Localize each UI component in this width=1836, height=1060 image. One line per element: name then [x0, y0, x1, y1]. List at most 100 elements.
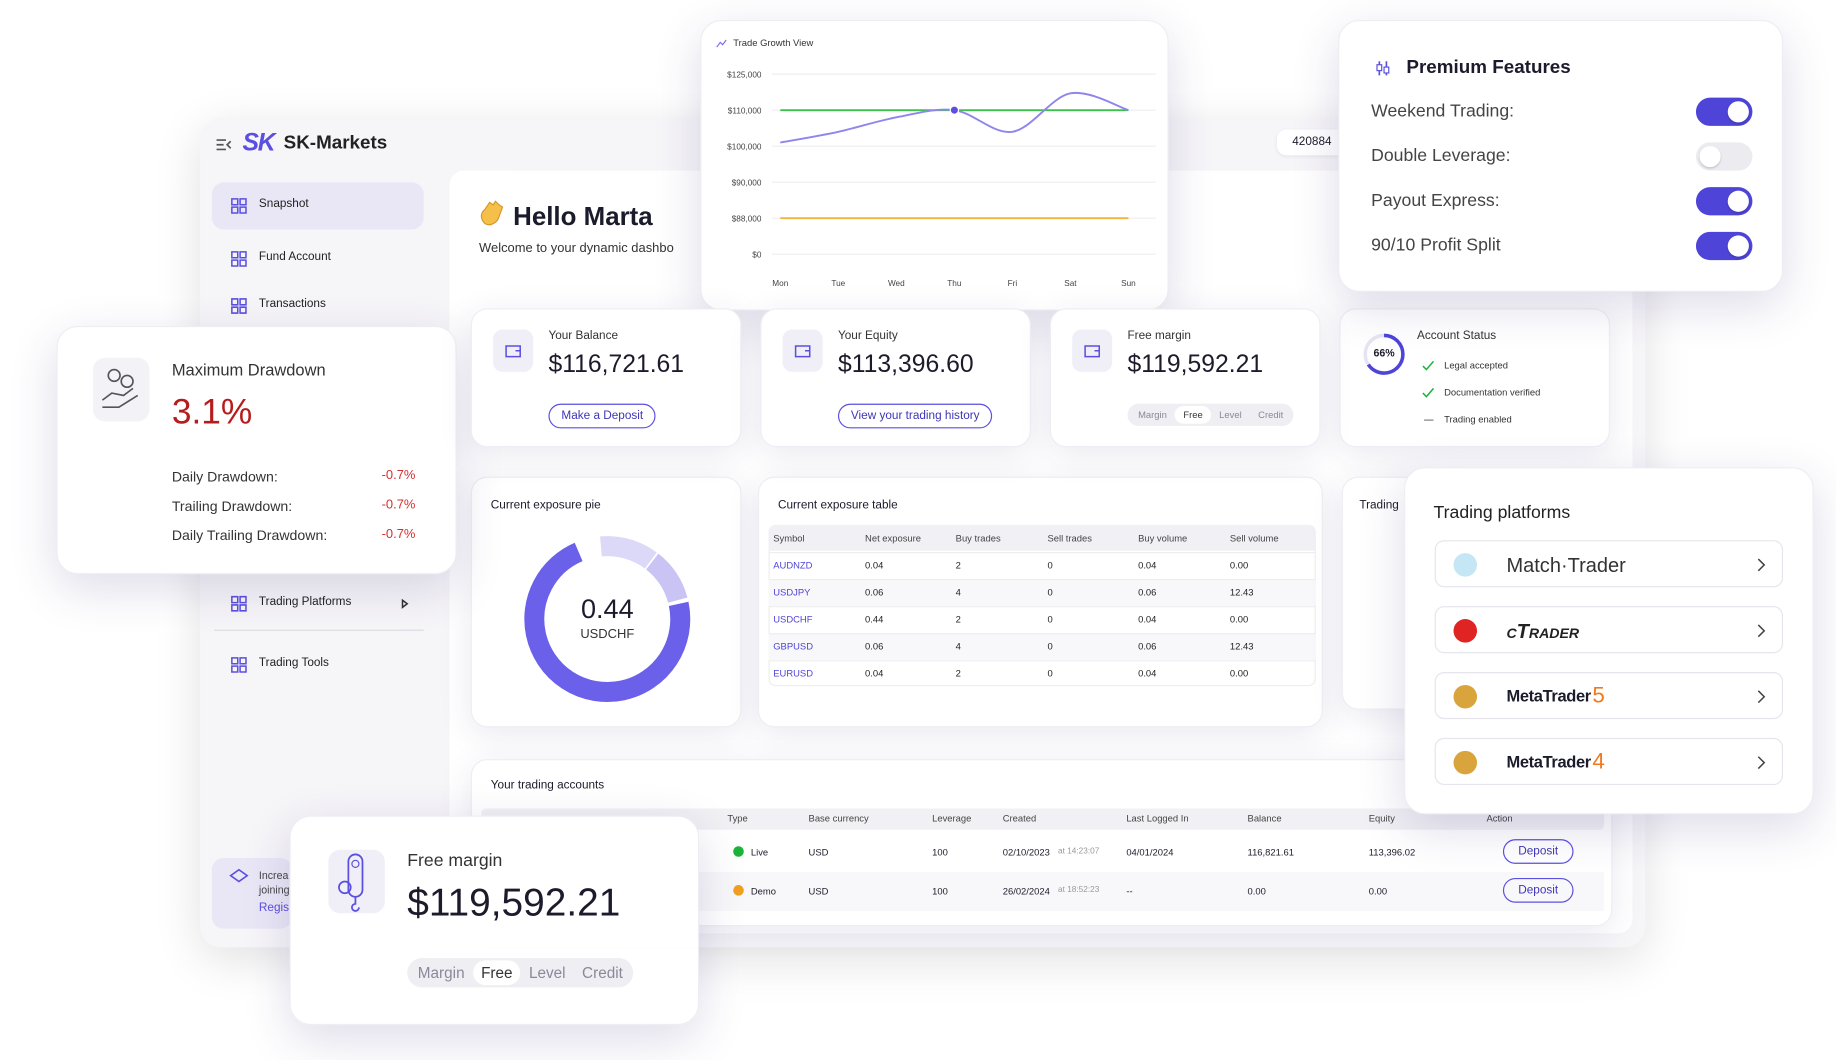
- x-tick-label: Wed: [888, 279, 905, 288]
- promo-link[interactable]: Regis: [258, 901, 290, 915]
- stat-icon-box: [493, 329, 534, 372]
- column-header: Type: [727, 813, 748, 824]
- icon-path: [1757, 690, 1766, 704]
- table-cell: 04/01/2024: [1126, 847, 1174, 858]
- toggle[interactable]: [1695, 97, 1753, 126]
- table-cell: 0: [1047, 668, 1053, 680]
- icon-path: [231, 595, 247, 612]
- deposit-button[interactable]: Deposit: [1502, 839, 1574, 864]
- platform-item[interactable]: MetaTrader 5: [1434, 672, 1784, 720]
- platform-name: MetaTrader: [1506, 752, 1591, 771]
- account-id[interactable]: 420884: [1276, 129, 1348, 156]
- icon: [231, 298, 247, 314]
- table-cell: 116,821.61: [1247, 847, 1294, 858]
- table-row: [768, 551, 1316, 579]
- platform-item[interactable]: MetaTrader 4: [1434, 737, 1784, 786]
- status-item: Legal accepted: [1444, 360, 1508, 371]
- x-tick-label: Mon: [772, 279, 788, 288]
- tab[interactable]: Margin: [1138, 409, 1167, 421]
- nav-label: Snapshot: [258, 197, 309, 211]
- table-cell: 0.00: [1229, 668, 1249, 680]
- tab[interactable]: Free: [1175, 406, 1211, 424]
- tab[interactable]: Level: [1219, 409, 1242, 421]
- y-tick-label: $110,000: [728, 107, 762, 116]
- greeting-title: Hello Marta: [513, 201, 653, 231]
- toggle-knob: [1727, 190, 1749, 212]
- table-cell: USD: [808, 886, 829, 897]
- table-cell: 0.06: [865, 587, 884, 598]
- nav-item[interactable]: Transactions: [212, 282, 424, 329]
- tab[interactable]: Credit: [582, 963, 623, 982]
- icon: [1084, 345, 1101, 358]
- table-cell: 0.00: [1229, 614, 1249, 625]
- tab[interactable]: Margin: [417, 963, 465, 982]
- tab[interactable]: Level: [529, 963, 566, 982]
- column-header: Sell trades: [1047, 533, 1092, 544]
- platform-item[interactable]: Match·Trader: [1434, 540, 1784, 588]
- x-tick-label: Fri: [1008, 279, 1018, 288]
- feature-label: Payout Express:: [1371, 190, 1500, 211]
- free-margin-value: $119,592.21: [407, 880, 621, 924]
- icon-path: [1422, 387, 1435, 398]
- logo-shape: [1453, 750, 1478, 775]
- line-series: [780, 91, 1129, 144]
- nav-item[interactable]: Trading Platforms: [212, 580, 424, 627]
- icon: [1422, 387, 1435, 398]
- nav-item[interactable]: Snapshot: [211, 182, 424, 230]
- icon-path: [1757, 756, 1766, 770]
- y-tick-label: $100,000: [727, 143, 762, 152]
- platform-logo: [1453, 553, 1478, 577]
- icon: [1757, 690, 1766, 704]
- table-cell: 100: [932, 886, 948, 897]
- deposit-button[interactable]: Deposit: [1502, 877, 1574, 903]
- nav-label: Transactions: [258, 297, 326, 311]
- nav-label: Trading Platforms: [258, 595, 352, 609]
- table-cell: 2: [955, 668, 961, 680]
- premium-features-card: Premium Features Weekend Trading: Double …: [1338, 20, 1784, 292]
- exposure-table-card: Current exposure table Symbol Net exposur…: [757, 476, 1323, 728]
- chart-title: Trade Growth View: [733, 37, 814, 49]
- x-tick-label: Thu: [947, 279, 962, 288]
- table-cell: 0.00: [1229, 560, 1249, 571]
- stat-button[interactable]: Make a Deposit: [548, 403, 657, 429]
- icon: [231, 198, 247, 214]
- progress-label: 66%: [1373, 347, 1395, 359]
- status-item: Documentation verified: [1444, 387, 1541, 398]
- nav-item[interactable]: Fund Account: [212, 235, 424, 282]
- premium-title: Premium Features: [1406, 57, 1571, 78]
- donut: [524, 536, 691, 703]
- toggle[interactable]: [1695, 142, 1753, 171]
- drawdown-title: Maximum Drawdown: [171, 360, 326, 379]
- icon: [1422, 360, 1435, 371]
- toggle[interactable]: [1695, 187, 1753, 216]
- table-cell: 0.04: [1138, 614, 1157, 625]
- platform-item[interactable]: cTrader: [1434, 606, 1784, 654]
- stat-button[interactable]: View your trading history: [837, 403, 993, 429]
- nav-item[interactable]: Trading Tools: [212, 641, 424, 688]
- toggle[interactable]: [1695, 231, 1753, 261]
- status-title: Account Status: [1417, 329, 1497, 343]
- drawdown-icon: [101, 368, 139, 409]
- drawdown-card: Maximum Drawdown 3.1% Daily Drawdown: -0.…: [56, 326, 457, 575]
- stat-icon-box: [782, 329, 823, 372]
- platform-logo: [1453, 750, 1478, 775]
- table-header: [768, 524, 1316, 551]
- platform-name: Match·Trader: [1506, 554, 1626, 577]
- premium-icon: [1376, 61, 1390, 76]
- menu-icon[interactable]: [214, 137, 233, 153]
- column-header: Equity: [1368, 813, 1395, 824]
- tab[interactable]: Credit: [1258, 409, 1284, 421]
- pie-title: Current exposure pie: [490, 499, 601, 512]
- table-cell: 4: [955, 587, 961, 598]
- icon-path: [1084, 345, 1101, 358]
- table-cell: Demo: [750, 886, 776, 897]
- table-cell: 113,396.02: [1368, 847, 1416, 858]
- logo-shape: [1453, 684, 1478, 709]
- tab[interactable]: Free: [472, 960, 521, 986]
- table-cell: 26/02/2024: [1002, 886, 1050, 897]
- promo-line: Increa: [258, 869, 289, 882]
- platforms-title: Trading platforms: [1433, 502, 1571, 523]
- icon: [505, 345, 521, 358]
- nav-label: Fund Account: [258, 250, 331, 264]
